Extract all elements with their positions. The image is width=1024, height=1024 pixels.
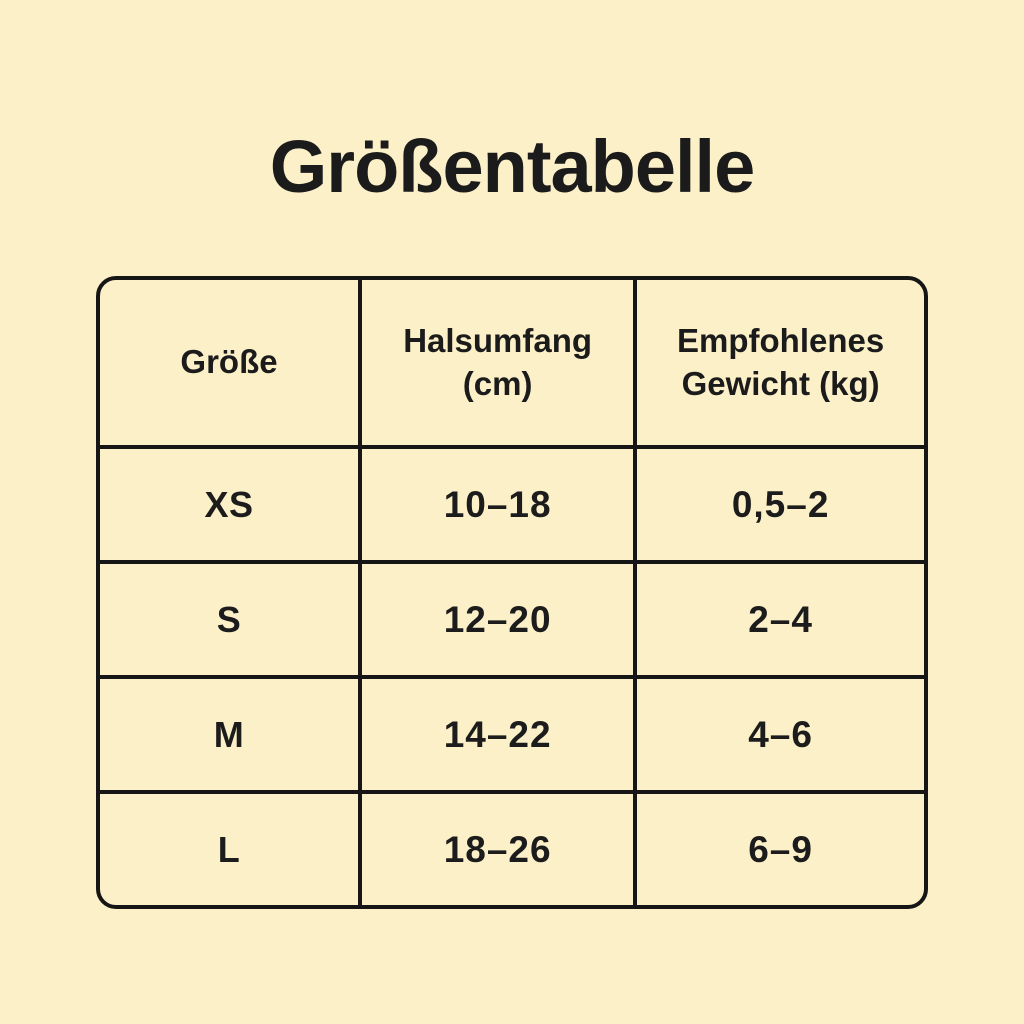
page-title: Größentabelle: [269, 125, 756, 208]
table-cell-size-m: M: [100, 679, 363, 794]
table-cell-neck-l: 18–26: [362, 794, 638, 905]
table-cell-size-l: L: [100, 794, 363, 905]
column-header-neck-circumference: Halsumfang (cm): [362, 280, 638, 449]
table-cell-neck-xs: 10–18: [362, 449, 638, 564]
table-cell-size-xs: XS: [100, 449, 363, 564]
column-header-size: Größe: [100, 280, 363, 449]
table-cell-neck-m: 14–22: [362, 679, 638, 794]
size-chart-table: Größe Halsumfang (cm) Empfohlenes Gewich…: [96, 276, 928, 909]
table-cell-weight-xs: 0,5–2: [637, 449, 924, 564]
table-cell-neck-s: 12–20: [362, 564, 638, 679]
column-header-recommended-weight: Empfohlenes Gewicht (kg): [637, 280, 924, 449]
table-cell-weight-s: 2–4: [637, 564, 924, 679]
table-cell-weight-m: 4–6: [637, 679, 924, 794]
table-cell-size-s: S: [100, 564, 363, 679]
table-cell-weight-l: 6–9: [748, 828, 813, 870]
